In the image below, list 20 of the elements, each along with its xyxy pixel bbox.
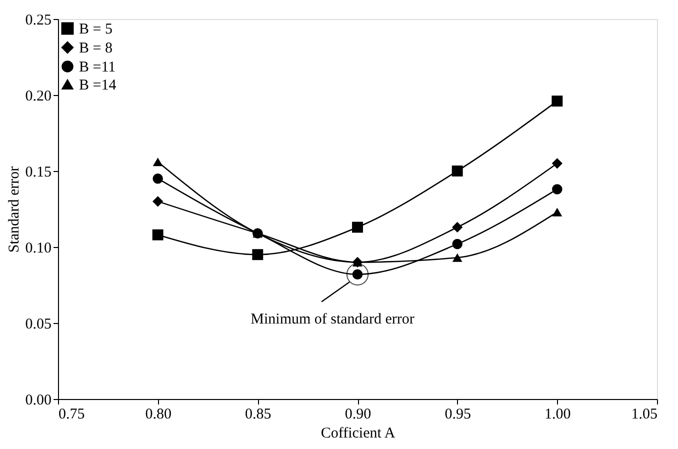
y-tick-label: 0.25	[25, 12, 52, 28]
y-tick-label: 0.10	[25, 240, 52, 256]
annotation: Minimum of standard error	[250, 311, 414, 328]
x-tick-label: 0.85	[245, 406, 272, 422]
legend-label: B =11	[79, 60, 116, 76]
y-axis-title: Standard error	[6, 166, 22, 253]
x-tick-label: 0.80	[145, 406, 172, 422]
x-tick-label: 1.00	[544, 406, 571, 422]
legend-label: B = 5	[79, 22, 112, 38]
y-tick-label: 0.05	[25, 316, 52, 332]
x-tick-label: 0.75	[58, 406, 85, 422]
x-tick-label: 0.95	[444, 406, 471, 422]
legend-label: B =14	[79, 78, 117, 94]
x-tick-label: 1.05	[631, 406, 658, 422]
x-axis-title: Cofficient A	[320, 426, 396, 442]
y-tick-label: 0.00	[25, 392, 52, 408]
y-tick-label: 0.15	[25, 164, 52, 180]
y-tick-label: 0.20	[25, 88, 52, 104]
x-tick-label: 0.90	[344, 406, 372, 422]
legend-label: B = 8	[79, 40, 112, 56]
